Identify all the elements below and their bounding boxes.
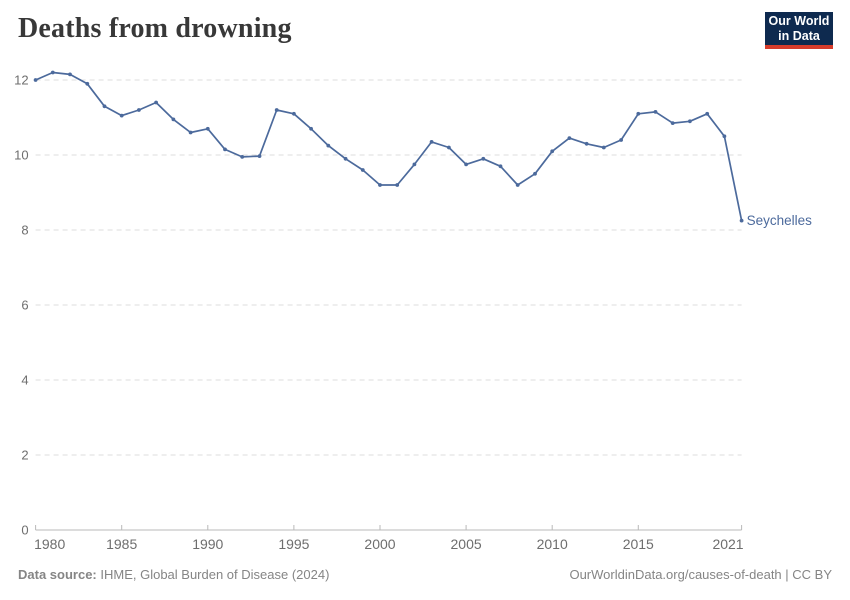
data-point xyxy=(705,111,710,116)
data-point xyxy=(653,110,658,114)
x-axis-label: 1995 xyxy=(278,536,309,552)
x-axis-label: 2005 xyxy=(451,536,482,552)
data-point xyxy=(360,168,365,172)
data-point xyxy=(154,100,159,105)
y-axis-label: 2 xyxy=(21,448,28,463)
y-axis-label: 4 xyxy=(21,373,28,388)
data-source-label: Data source: xyxy=(18,567,97,582)
data-point xyxy=(102,104,107,109)
owid-logo-line1: Our World xyxy=(768,14,830,28)
data-source: Data source: IHME, Global Burden of Dise… xyxy=(18,567,329,582)
data-point xyxy=(85,81,90,86)
data-point xyxy=(205,126,210,131)
x-axis-label: 1990 xyxy=(192,536,223,552)
data-point xyxy=(326,143,331,148)
attribution-link: OurWorldinData.org/causes-of-death | CC … xyxy=(569,567,832,582)
data-point xyxy=(533,171,537,176)
data-point xyxy=(464,162,468,167)
data-point xyxy=(722,134,727,139)
x-axis-label: 2021 xyxy=(712,536,743,552)
data-point xyxy=(68,72,72,77)
data-point xyxy=(240,155,245,159)
y-axis-label: 10 xyxy=(14,148,28,163)
data-point xyxy=(378,183,382,187)
x-axis-label: 2010 xyxy=(537,536,568,552)
data-point xyxy=(429,140,434,144)
data-point xyxy=(670,121,675,125)
y-axis-label: 0 xyxy=(21,523,28,538)
data-point xyxy=(636,111,641,116)
data-point xyxy=(447,145,451,150)
y-axis-label: 8 xyxy=(21,223,28,238)
data-point xyxy=(739,218,744,223)
data-point xyxy=(688,119,692,124)
y-axis-label: 6 xyxy=(21,298,28,313)
data-point xyxy=(257,154,262,159)
data-point xyxy=(601,145,606,150)
data-point xyxy=(343,156,348,161)
data-point xyxy=(309,126,313,131)
data-point xyxy=(50,70,55,75)
y-axis-label: 12 xyxy=(14,73,28,88)
data-point xyxy=(481,156,486,161)
x-axis-label: 2015 xyxy=(623,536,654,552)
data-point xyxy=(619,138,623,142)
data-point xyxy=(33,78,38,82)
data-point xyxy=(137,108,141,112)
trend-line xyxy=(34,71,743,222)
owid-logo: Our World in Data xyxy=(765,12,833,49)
page-title: Deaths from drowning xyxy=(18,13,292,44)
chart-footer: Data source: IHME, Global Burden of Dise… xyxy=(18,567,832,582)
x-axis-label: 1985 xyxy=(106,536,137,552)
data-point xyxy=(584,141,589,146)
data-point xyxy=(119,113,124,118)
data-point xyxy=(567,136,572,141)
data-source-text: IHME, Global Burden of Disease (2024) xyxy=(96,567,330,582)
x-axis-label: 2000 xyxy=(364,536,395,552)
data-point xyxy=(292,111,296,116)
data-point xyxy=(395,183,400,187)
data-point xyxy=(274,108,279,112)
owid-logo-line2: in Data xyxy=(778,28,820,43)
data-point xyxy=(412,162,417,167)
data-point xyxy=(515,183,520,187)
entity-label: Seychelles xyxy=(747,213,813,228)
data-point xyxy=(171,117,176,122)
data-point xyxy=(498,164,503,169)
data-point xyxy=(550,149,555,154)
x-axis-label: 1980 xyxy=(34,536,65,552)
data-point xyxy=(223,147,227,152)
data-point xyxy=(188,130,193,135)
